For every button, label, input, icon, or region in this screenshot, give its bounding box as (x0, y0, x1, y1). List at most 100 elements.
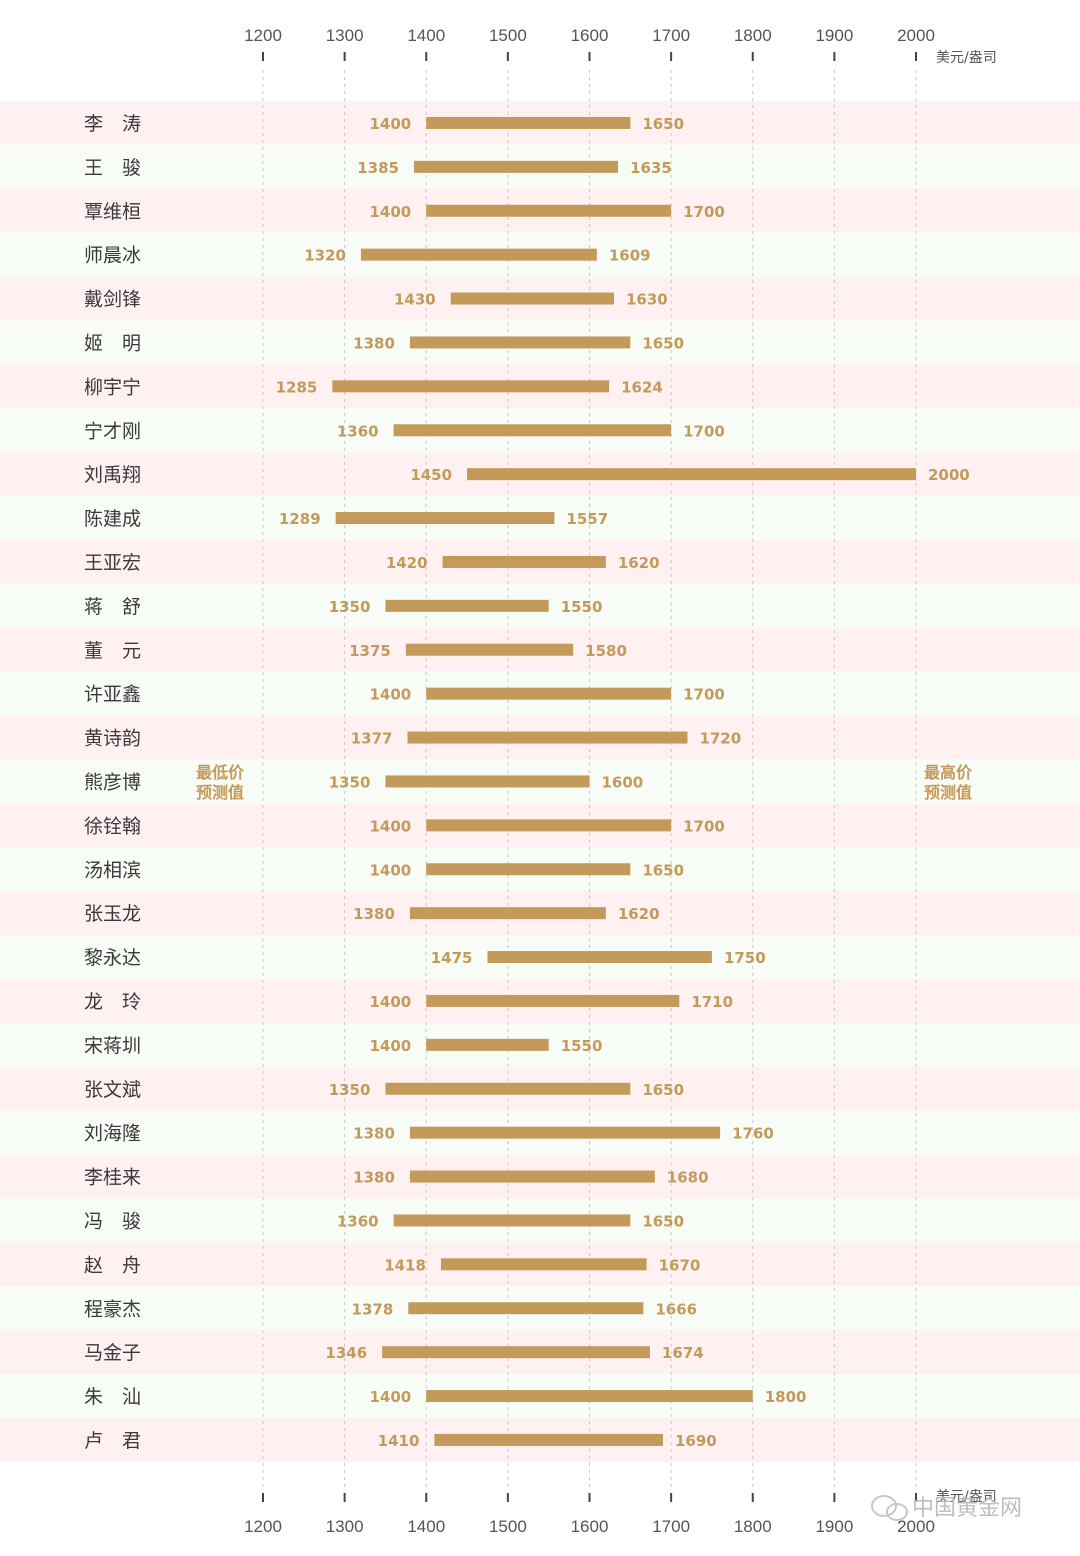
range-bar (335, 512, 555, 525)
low-value-label: 1400 (370, 1037, 412, 1055)
analyst-name: 卢 君 (84, 1430, 141, 1452)
low-value-label: 1378 (352, 1300, 394, 1318)
analyst-name: 覃维桓 (84, 201, 141, 223)
high-value-label: 1650 (642, 1081, 684, 1099)
range-bar (426, 1390, 753, 1403)
high-value-label: 1700 (683, 686, 725, 704)
range-bar (360, 248, 597, 261)
low-value-label: 1400 (370, 817, 412, 835)
low-value-label: 1400 (370, 861, 412, 879)
high-value-label: 1700 (683, 422, 725, 440)
analyst-name: 戴剑锋 (84, 289, 141, 311)
low-value-label: 1418 (384, 1256, 426, 1274)
low-value-label: 1350 (329, 773, 371, 791)
range-bar (393, 1214, 631, 1227)
high-value-label: 1680 (667, 1169, 709, 1187)
analyst-name: 李 涛 (84, 113, 141, 135)
analyst-name: 蒋 舒 (84, 596, 141, 618)
range-bar (405, 643, 574, 656)
high-label-line1: 最高价 (924, 763, 973, 782)
low-value-label: 1385 (357, 159, 399, 177)
range-bar (407, 731, 688, 744)
tick-label-top: 1800 (734, 26, 772, 45)
analyst-name: 张文斌 (84, 1079, 141, 1101)
high-value-label: 1750 (724, 949, 766, 967)
x-axis-bottom: 1200 1300 1400 1500 1600 1700 1800 1900 2000 (244, 1493, 935, 1536)
analyst-name: 汤相滨 (84, 859, 141, 881)
x-axis-top: 1200 1300 1400 1500 1600 1700 1800 1900 2000 (244, 26, 935, 61)
low-value-label: 1380 (353, 334, 395, 352)
analyst-name: 刘禹翔 (84, 464, 141, 486)
analyst-name: 刘海隆 (84, 1123, 141, 1145)
low-value-label: 1377 (351, 730, 393, 748)
high-value-label: 1800 (765, 1388, 807, 1406)
analyst-name: 王 骏 (84, 157, 141, 179)
range-bar (409, 336, 631, 349)
low-value-label: 1360 (337, 422, 379, 440)
low-label-line2: 预测值 (196, 783, 244, 802)
tick-label-top: 1900 (815, 26, 853, 45)
tick-label-bottom: 1800 (734, 1517, 772, 1536)
row-stripes (0, 101, 1080, 1462)
high-value-label: 1720 (699, 730, 741, 748)
analyst-name: 黎永达 (84, 947, 141, 969)
high-forecast-label: 最高价 预测值 (924, 763, 973, 802)
analyst-name: 宁才刚 (84, 420, 141, 442)
high-value-label: 1620 (618, 905, 660, 923)
range-bar (487, 951, 712, 964)
analyst-name: 赵 舟 (84, 1254, 141, 1276)
range-bar (409, 1126, 721, 1139)
tick-label-top: 1700 (652, 26, 690, 45)
range-bar (467, 468, 916, 481)
range-bar (408, 1302, 644, 1315)
tick-label-top: 1400 (407, 26, 445, 45)
range-bar (385, 775, 590, 788)
range-bar (382, 1346, 650, 1359)
range-bar (426, 863, 631, 876)
low-value-label: 1400 (370, 993, 412, 1011)
low-value-label: 1400 (370, 203, 412, 221)
high-value-label: 1557 (566, 510, 608, 528)
low-value-label: 1320 (304, 247, 346, 265)
high-label-line2: 预测值 (924, 783, 972, 802)
analyst-name: 张玉龙 (84, 903, 141, 925)
range-bars (332, 116, 916, 1446)
value-labels: 1400 1650 1385 1635 1400 1700 1320 1609 1430 1630… (276, 115, 970, 1450)
high-value-label: 1650 (642, 1212, 684, 1230)
low-value-label: 1410 (378, 1432, 420, 1450)
range-bar (332, 380, 610, 393)
low-value-label: 1285 (276, 378, 318, 396)
watermark: 中国黄金网 (871, 1495, 1022, 1521)
high-value-label: 1674 (662, 1344, 704, 1362)
range-bar (426, 687, 672, 700)
low-value-label: 1346 (325, 1344, 367, 1362)
low-value-label: 1360 (337, 1212, 379, 1230)
range-bar (409, 907, 606, 920)
range-bar (393, 424, 672, 437)
analyst-name: 熊彦博 (84, 771, 141, 793)
low-forecast-label: 最低价 预测值 (196, 763, 245, 802)
tick-label-top: 1500 (489, 26, 527, 45)
analyst-name: 陈建成 (84, 508, 141, 530)
tick-label-top: 2000 (897, 26, 935, 45)
high-value-label: 1650 (642, 334, 684, 352)
range-bar (385, 599, 549, 612)
high-value-label: 1710 (691, 993, 733, 1011)
analyst-name: 马金子 (84, 1342, 141, 1364)
low-value-label: 1475 (431, 949, 473, 967)
range-bar (426, 994, 680, 1007)
low-value-label: 1430 (394, 291, 436, 309)
range-bar (440, 1258, 647, 1271)
analyst-name: 冯 骏 (84, 1210, 141, 1232)
high-value-label: 1580 (585, 642, 627, 660)
high-value-label: 1624 (621, 378, 663, 396)
range-bar (414, 160, 619, 173)
analyst-name: 师晨冰 (84, 245, 141, 267)
unit-label-bottom: 美元/盎司 (936, 1489, 997, 1505)
tick-label-bottom: 1200 (244, 1517, 282, 1536)
tick-label-top: 1600 (571, 26, 609, 45)
range-bar (385, 1082, 631, 1095)
high-value-label: 1609 (609, 247, 651, 265)
